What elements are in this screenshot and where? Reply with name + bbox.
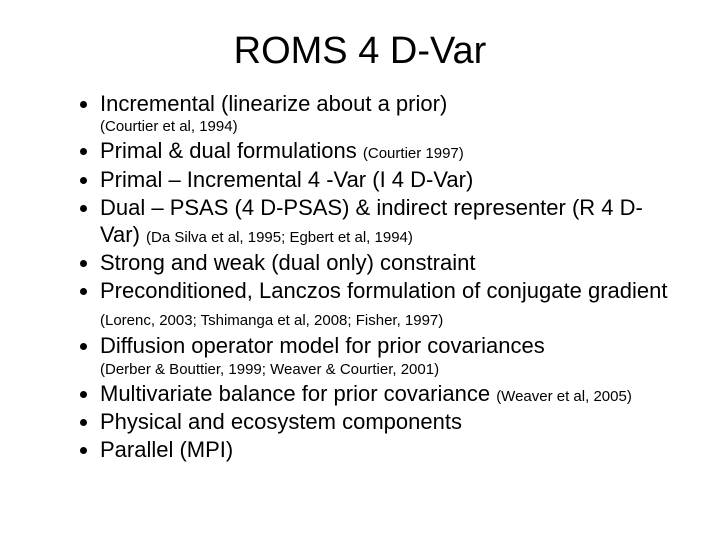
list-item: Diffusion operator model for prior covar…: [100, 333, 680, 378]
list-item: Strong and weak (dual only) constraint: [100, 250, 680, 276]
citation-text: (Da Silva et al, 1995; Egbert et al, 199…: [146, 229, 413, 246]
bullet-text: Primal & dual formulations: [100, 138, 363, 163]
slide: ROMS 4 D-Var Incremental (linearize abou…: [0, 0, 720, 540]
citation-text: (Courtier 1997): [363, 145, 464, 162]
list-item: Multivariate balance for prior covarianc…: [100, 381, 680, 407]
bullet-text: Preconditioned, Lanczos formulation of c…: [100, 278, 667, 303]
list-item: Incremental (linearize about a prior) (C…: [100, 91, 680, 136]
citation-text: (Derber & Bouttier, 1999; Weaver & Court…: [100, 361, 680, 379]
list-item: Primal & dual formulations (Courtier 199…: [100, 138, 680, 164]
bullet-text: Parallel (MPI): [100, 437, 233, 462]
bullet-text: Incremental (linearize about a prior): [100, 91, 447, 116]
list-item: Primal – Incremental 4 -Var (I 4 D-Var): [100, 167, 680, 193]
bullet-text: Physical and ecosystem components: [100, 409, 462, 434]
bullet-text: Primal – Incremental 4 -Var (I 4 D-Var): [100, 167, 473, 192]
list-item: Parallel (MPI): [100, 437, 680, 463]
bullet-text: Strong and weak (dual only) constraint: [100, 250, 475, 275]
bullet-text: Diffusion operator model for prior covar…: [100, 333, 545, 358]
citation-text: (Lorenc, 2003; Tshimanga et al, 2008; Fi…: [100, 312, 443, 329]
bullet-text: Multivariate balance for prior covarianc…: [100, 381, 496, 406]
slide-title: ROMS 4 D-Var: [40, 30, 680, 73]
list-item: Physical and ecosystem components: [100, 409, 680, 435]
list-item: Preconditioned, Lanczos formulation of c…: [100, 278, 680, 331]
citation-text: (Courtier et al, 1994): [100, 118, 680, 136]
list-item: Dual – PSAS (4 D-PSAS) & indirect repres…: [100, 195, 680, 248]
citation-text: (Weaver et al, 2005): [496, 388, 632, 405]
bullet-list: Incremental (linearize about a prior) (C…: [40, 91, 680, 464]
